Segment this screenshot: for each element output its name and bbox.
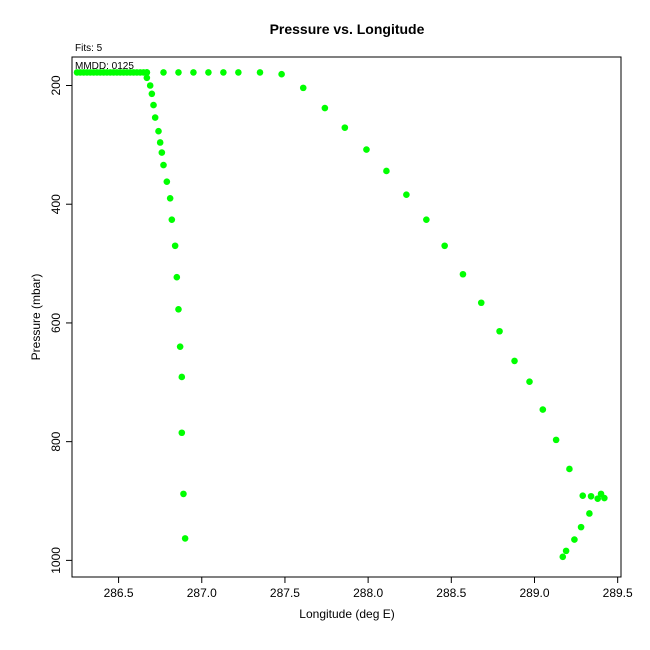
data-point [566,465,573,473]
data-point [559,553,567,561]
data-point [150,101,157,109]
y-axis: 200 400 600 800 1000 [49,75,73,574]
y-tick-label: 800 [49,431,63,451]
data-point [586,510,593,517]
data-point [220,69,227,76]
data-point [579,492,587,499]
data-point [403,191,410,199]
fits-label: Fits: 5 [75,43,103,54]
data-point [383,167,390,175]
data-point [143,74,151,82]
data-point [562,547,570,555]
x-tick-label: 288.5 [436,586,466,600]
data-point [190,69,197,76]
data-point [539,406,547,413]
data-point [526,378,533,386]
data-point [158,149,166,156]
data-point [175,69,182,76]
x-tick-label: 288.0 [353,586,383,600]
data-point [160,161,167,169]
data-point [423,216,430,223]
x-tick-label: 289.5 [603,586,633,600]
data-point [477,299,485,307]
data-point [571,536,578,543]
y-tick-label: 200 [49,75,63,95]
x-tick-label: 286.5 [104,586,134,600]
data-point [171,242,179,250]
x-tick-label: 287.5 [270,586,300,600]
data-point [166,194,174,202]
data-point [160,69,167,76]
data-point [181,535,189,542]
data-point [178,429,186,437]
data-point [587,492,595,500]
data-point [168,216,176,223]
y-axis-label: Pressure (mbar) [29,274,43,361]
y-tick-label: 600 [49,313,63,333]
x-axis: 286.5 287.0 287.5 288.0 288.5 289.0 289.5 [104,576,633,600]
data-point [173,273,181,281]
x-tick-label: 289.0 [519,586,549,600]
mmdd-label: MMDD: 0125 [75,61,134,72]
data-point [441,242,448,250]
chart-title: Pressure vs. Longitude [270,21,425,37]
data-point [205,69,212,76]
data-point [155,127,162,135]
data-point [235,69,242,76]
data-point [278,70,285,78]
data-point [459,270,467,278]
data-point [299,84,307,92]
data-point [163,178,171,185]
data-point [151,114,159,121]
data-point [594,495,602,502]
data-points [73,69,608,561]
y-tick-label: 1000 [49,547,63,574]
data-point [363,146,370,153]
x-tick-label: 287.0 [187,586,217,600]
data-point [176,343,184,350]
data-point [496,327,503,335]
data-point [148,90,156,98]
x-axis-label: Longitude (deg E) [299,607,394,621]
data-point [180,490,187,498]
data-point [175,305,182,313]
data-point [156,139,164,146]
data-point [143,69,151,76]
y-tick-label: 400 [49,194,63,214]
data-point [552,436,560,444]
data-point [601,494,608,502]
data-point [146,82,154,89]
data-point [577,523,585,531]
data-point [321,104,329,112]
data-point [511,357,518,365]
data-point [256,69,264,76]
data-point [178,373,186,381]
data-point [341,124,349,131]
